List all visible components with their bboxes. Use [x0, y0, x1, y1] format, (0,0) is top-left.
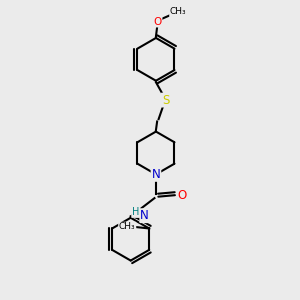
Text: N: N — [152, 168, 160, 181]
Text: H: H — [132, 207, 140, 217]
Text: O: O — [153, 16, 162, 27]
Text: O: O — [177, 189, 186, 202]
Text: CH₃: CH₃ — [119, 223, 136, 232]
Text: S: S — [162, 94, 169, 106]
Text: CH₃: CH₃ — [170, 7, 187, 16]
Text: N: N — [140, 209, 149, 222]
